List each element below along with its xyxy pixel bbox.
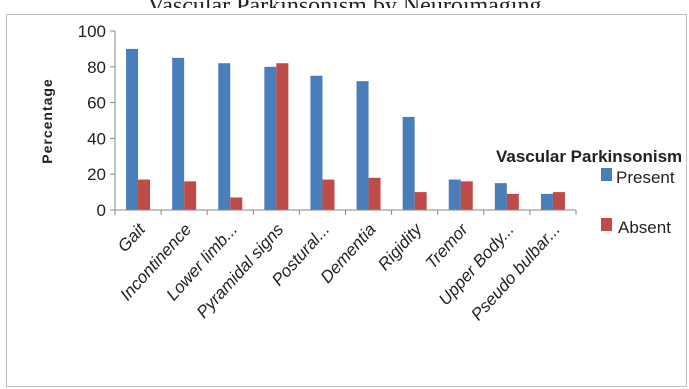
legend-swatch-present xyxy=(601,168,612,181)
bar-absent xyxy=(552,192,565,210)
bar-present xyxy=(356,81,369,211)
bar-absent xyxy=(506,193,519,210)
bar-present xyxy=(126,48,139,211)
bar-absent xyxy=(230,197,243,210)
legend-title: Vascular Parkinsonism xyxy=(496,147,682,166)
y-tick-label: 60 xyxy=(87,94,106,113)
legend: Vascular Parkinsonism Present Absent xyxy=(496,147,682,237)
x-category-label: Gait xyxy=(114,219,150,256)
y-tick-label: 100 xyxy=(78,22,106,41)
bar-present xyxy=(310,75,323,210)
bar-absent xyxy=(368,177,381,210)
bar-absent xyxy=(460,181,473,210)
bar-absent xyxy=(184,181,197,210)
bar-present xyxy=(172,57,185,210)
legend-swatch-absent xyxy=(601,218,612,231)
bar-absent xyxy=(138,179,151,210)
clipped-header-text: Vascular Parkinsonism by Neuroimaging xyxy=(0,0,689,8)
bar-absent xyxy=(414,192,427,210)
chart-frame xyxy=(6,14,687,387)
bar-absent xyxy=(322,179,335,210)
y-axis-label: Percentage xyxy=(39,78,55,163)
y-tick-label: 20 xyxy=(87,165,106,184)
bar-present xyxy=(218,63,231,210)
bar-present xyxy=(402,116,415,210)
y-axis: 0 20 40 60 80 100 xyxy=(78,22,116,220)
legend-label-present: Present xyxy=(616,168,675,187)
y-tick-label: 0 xyxy=(97,201,106,220)
bar-present xyxy=(264,66,277,210)
bar-absent xyxy=(276,63,289,210)
bar-present xyxy=(448,179,461,210)
legend-label-absent: Absent xyxy=(618,218,671,237)
y-tick-label: 80 xyxy=(87,58,106,77)
y-tick-label: 40 xyxy=(87,129,106,148)
bars xyxy=(126,48,565,211)
x-category-label: Rigidity xyxy=(374,219,426,274)
bar-present xyxy=(540,193,553,210)
bar-present xyxy=(494,183,507,210)
